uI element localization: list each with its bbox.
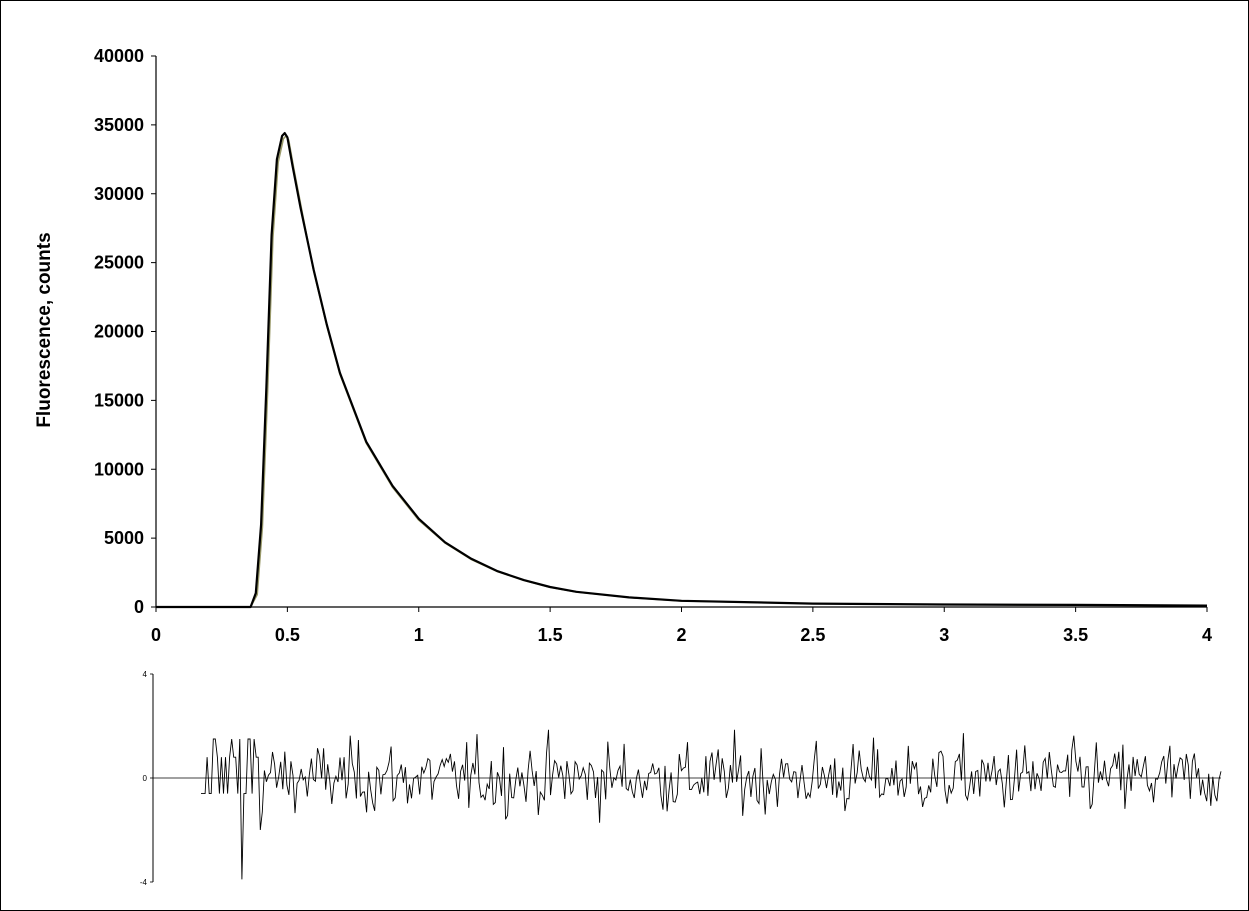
residual-plot-series — [201, 729, 1222, 880]
x-tick-label: 3.5 — [1063, 625, 1088, 645]
y-tick-label: 0 — [134, 597, 144, 617]
decay-plot-series — [156, 132, 1208, 609]
residual-trace — [201, 729, 1222, 880]
x-tick-label: 0 — [151, 625, 161, 645]
y-tick-label: 30000 — [94, 184, 144, 204]
y-tick-label: 35000 — [94, 115, 144, 135]
x-tick-label: 1 — [414, 625, 424, 645]
x-tick-label: 0.5 — [275, 625, 300, 645]
residual-plot-axes: 4 0 -4 — [140, 670, 1221, 887]
y-tick-label: 15000 — [94, 390, 144, 410]
decay-fit-line — [156, 135, 1208, 608]
residual-y-tick-label: -4 — [140, 878, 148, 887]
y-axis-title: Fluorescence, counts — [34, 232, 55, 427]
y-tick-label: 20000 — [94, 322, 144, 342]
residual-y-tick-label: 0 — [143, 774, 148, 783]
decay-plot-axes: 0 5000 10000 15000 20000 25000 30000 35000 40000… — [94, 46, 1212, 645]
x-tick-label: 3 — [939, 625, 949, 645]
y-tick-label: 40000 — [94, 46, 144, 66]
decay-data-line — [156, 132, 1208, 609]
x-tick-label: 4 — [1202, 625, 1212, 645]
x-tick-label: 2.5 — [800, 625, 825, 645]
y-tick-label: 10000 — [94, 459, 144, 479]
y-tick-label: 5000 — [104, 528, 144, 548]
x-tick-label: 2 — [676, 625, 686, 645]
residual-y-tick-label: 4 — [143, 670, 148, 679]
x-tick-label: 1.5 — [538, 625, 563, 645]
y-tick-label: 25000 — [94, 253, 144, 273]
